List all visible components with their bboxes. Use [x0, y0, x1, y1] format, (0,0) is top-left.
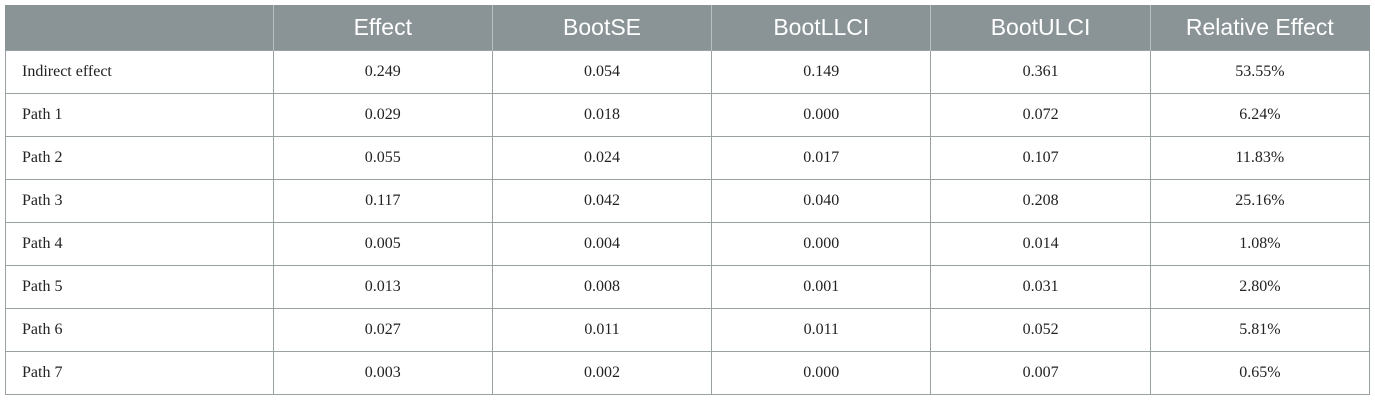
cell-bootllci: 0.000 — [711, 222, 932, 266]
cell-effect: 0.005 — [272, 222, 493, 266]
results-table: Effect BootSE BootLLCI BootULCI Relative… — [5, 5, 1371, 395]
row-label: Path 5 — [5, 265, 274, 309]
header-cell-bootllci: BootLLCI — [711, 5, 932, 51]
cell-bootulci: 0.072 — [930, 93, 1151, 137]
table-row: Path 7 0.003 0.002 0.000 0.007 0.65% — [5, 351, 1371, 395]
cell-bootse: 0.011 — [491, 308, 713, 352]
cell-effect: 0.027 — [272, 308, 493, 352]
cell-bootulci: 0.014 — [930, 222, 1151, 266]
header-cell-relative-effect: Relative Effect — [1149, 5, 1371, 51]
cell-bootulci: 0.031 — [930, 265, 1151, 309]
cell-relative-effect: 5.81% — [1149, 308, 1371, 352]
row-label: Path 6 — [5, 308, 274, 352]
cell-bootulci: 0.208 — [930, 179, 1151, 223]
header-cell-blank — [5, 5, 274, 51]
cell-bootse: 0.002 — [491, 351, 713, 395]
cell-bootulci: 0.361 — [930, 50, 1151, 94]
cell-bootse: 0.004 — [491, 222, 713, 266]
cell-bootllci: 0.040 — [711, 179, 932, 223]
header-cell-bootse: BootSE — [491, 5, 713, 51]
cell-bootse: 0.054 — [491, 50, 713, 94]
cell-bootllci: 0.017 — [711, 136, 932, 180]
cell-bootse: 0.018 — [491, 93, 713, 137]
cell-relative-effect: 53.55% — [1149, 50, 1371, 94]
cell-relative-effect: 25.16% — [1149, 179, 1371, 223]
cell-effect: 0.055 — [272, 136, 493, 180]
cell-effect: 0.117 — [272, 179, 493, 223]
cell-effect: 0.013 — [272, 265, 493, 309]
cell-relative-effect: 2.80% — [1149, 265, 1371, 309]
row-label: Path 4 — [5, 222, 274, 266]
cell-effect: 0.003 — [272, 351, 493, 395]
cell-bootllci: 0.001 — [711, 265, 932, 309]
table-row: Path 5 0.013 0.008 0.001 0.031 2.80% — [5, 265, 1371, 309]
cell-relative-effect: 0.65% — [1149, 351, 1371, 395]
cell-relative-effect: 1.08% — [1149, 222, 1371, 266]
cell-relative-effect: 11.83% — [1149, 136, 1371, 180]
cell-bootulci: 0.052 — [930, 308, 1151, 352]
table-row: Path 3 0.117 0.042 0.040 0.208 25.16% — [5, 179, 1371, 223]
cell-bootulci: 0.007 — [930, 351, 1151, 395]
row-label: Path 1 — [5, 93, 274, 137]
cell-effect: 0.029 — [272, 93, 493, 137]
row-label: Path 3 — [5, 179, 274, 223]
row-label: Path 2 — [5, 136, 274, 180]
cell-bootse: 0.024 — [491, 136, 713, 180]
header-cell-effect: Effect — [272, 5, 493, 51]
table-header: Effect BootSE BootLLCI BootULCI Relative… — [5, 5, 1371, 51]
row-label: Indirect effect — [5, 50, 274, 94]
cell-bootulci: 0.107 — [930, 136, 1151, 180]
row-label: Path 7 — [5, 351, 274, 395]
table-body: Indirect effect 0.249 0.054 0.149 0.361 … — [5, 50, 1371, 395]
table-row: Path 4 0.005 0.004 0.000 0.014 1.08% — [5, 222, 1371, 266]
table-row: Indirect effect 0.249 0.054 0.149 0.361 … — [5, 50, 1371, 94]
cell-bootllci: 0.149 — [711, 50, 932, 94]
cell-bootse: 0.008 — [491, 265, 713, 309]
table-row: Path 6 0.027 0.011 0.011 0.052 5.81% — [5, 308, 1371, 352]
cell-bootse: 0.042 — [491, 179, 713, 223]
cell-bootllci: 0.011 — [711, 308, 932, 352]
header-cell-bootulci: BootULCI — [930, 5, 1151, 51]
cell-bootllci: 0.000 — [711, 93, 932, 137]
table-row: Path 2 0.055 0.024 0.017 0.107 11.83% — [5, 136, 1371, 180]
results-table-container: Effect BootSE BootLLCI BootULCI Relative… — [5, 5, 1371, 395]
cell-relative-effect: 6.24% — [1149, 93, 1371, 137]
table-row: Path 1 0.029 0.018 0.000 0.072 6.24% — [5, 93, 1371, 137]
cell-effect: 0.249 — [272, 50, 493, 94]
cell-bootllci: 0.000 — [711, 351, 932, 395]
header-row: Effect BootSE BootLLCI BootULCI Relative… — [5, 5, 1371, 51]
